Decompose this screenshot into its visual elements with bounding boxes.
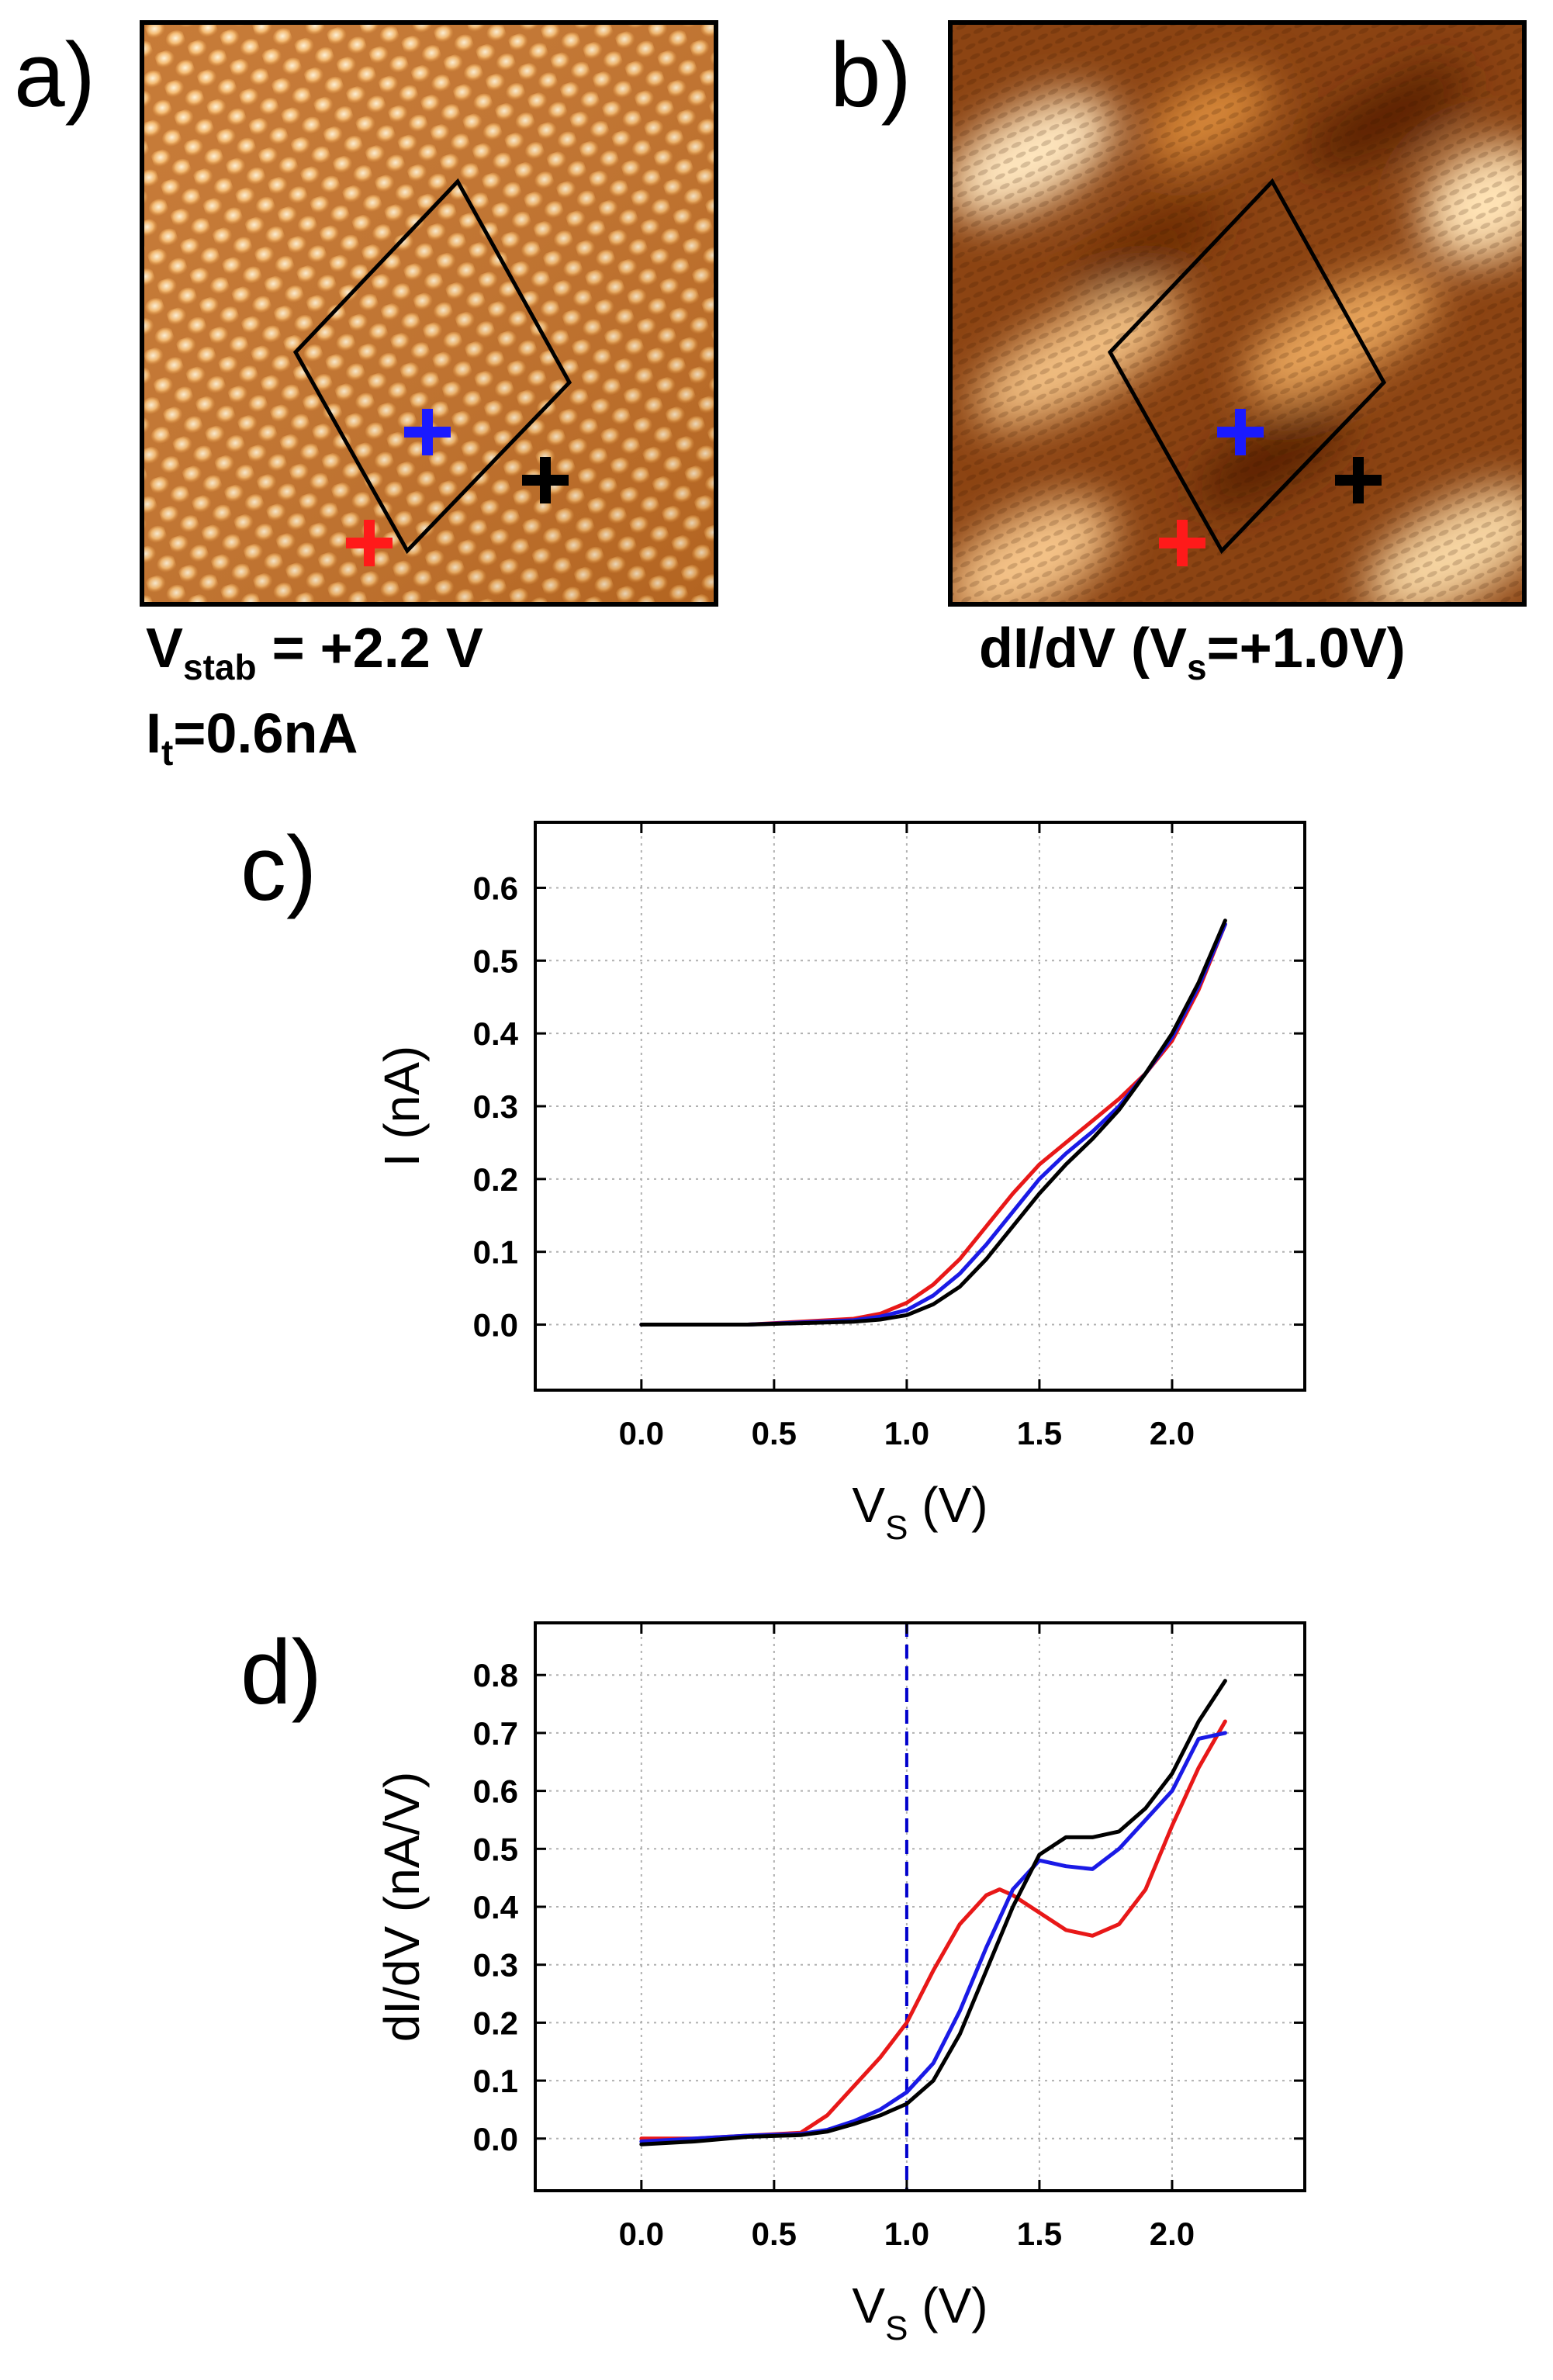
y-axis-label: I (nA): [374, 1046, 430, 1167]
x-axis-label-rest: (V): [908, 2278, 987, 2333]
caption-didv-map: dI/dV (Vs=+1.0V): [979, 621, 1406, 685]
x-tick-label: 0.5: [752, 1415, 797, 1451]
y-tick-label: 0.1: [473, 1234, 518, 1271]
caption-v-sub: stab: [183, 647, 257, 688]
panel-a-label: a): [14, 24, 95, 126]
black-cross-marker-b: [1335, 457, 1382, 503]
x-tick-label: 0.5: [752, 2216, 797, 2252]
y-tick-label: 0.3: [473, 1088, 518, 1125]
panel-a-markers: [346, 409, 569, 566]
panel-d-label: d): [240, 1621, 322, 1724]
caption-v-main: V: [146, 617, 184, 680]
caption-i-rest: =0.6nA: [173, 703, 358, 765]
panel-b-label: b): [830, 24, 911, 126]
y-axis-label: dI/dV (nA/V): [374, 1772, 430, 2043]
blue-cross-marker-b: [1217, 409, 1264, 455]
unit-cell-outline-didv: [1107, 178, 1387, 555]
caption-tunneling-current: It=0.6nA: [146, 703, 358, 770]
series-red-line: [639, 1719, 1227, 2141]
x-axis-label-sub: S: [885, 2309, 908, 2347]
y-tick-label: 0.2: [473, 2005, 518, 2041]
caption-stabilization-voltage: Vstab = +2.2 V: [146, 621, 483, 685]
x-axis-label-main: V: [852, 2278, 885, 2333]
panel-b-markers: [1159, 409, 1382, 566]
x-tick-label: 1.5: [1017, 1415, 1062, 1451]
y-tick-label: 0.0: [473, 1307, 518, 1344]
x-axis-label-sub: S: [885, 1509, 908, 1547]
red-cross-marker: [346, 520, 393, 566]
series-black-line: [639, 1679, 1227, 2146]
caption-i-sub: t: [161, 732, 174, 773]
y-tick-label: 0.5: [473, 943, 518, 979]
y-tick-label: 0.6: [473, 1773, 518, 1810]
stm-didv-map-svg: [953, 25, 1522, 602]
stm-topography-image: [140, 20, 718, 607]
blue-cross-marker: [404, 409, 451, 455]
y-tick-label: 0.2: [473, 1161, 518, 1198]
chart-iv-curves: 0.0 0.5 1.0 1.5 2.0 0.0 0.1 0.2 0.3 0.4 0.5 0.6 VS (…: [240, 818, 1306, 1547]
chart-didv-curves: 0.0 0.5 1.0 1.5 2.0 0.0 0.1 0.2 0.3 0.4 0.5 0.6 0.7 0…: [240, 1621, 1306, 2347]
y-tick-label: 0.1: [473, 2063, 518, 2099]
red-cross-marker-b: [1159, 520, 1205, 566]
series-blue-line: [639, 922, 1227, 1327]
x-tick-label: 1.0: [884, 1415, 929, 1451]
panel-c-label: c): [240, 818, 316, 920]
x-tick-label: 1.0: [884, 2216, 929, 2252]
y-tick-label: 0.6: [473, 870, 518, 906]
stm-didv-map-image: [948, 20, 1527, 607]
x-tick-label: 1.5: [1017, 2216, 1062, 2252]
x-tick-label: 0.0: [619, 2216, 664, 2252]
x-axis-label: VS (V): [852, 2278, 987, 2347]
caption-didv-sub: s: [1187, 647, 1207, 688]
caption-v-rest: = +2.2 V: [256, 617, 483, 680]
x-axis-label-main: V: [852, 1477, 885, 1533]
caption-i-main: I: [146, 703, 162, 765]
y-tick-label: 0.4: [473, 1015, 519, 1052]
unit-cell-outline: [292, 178, 572, 555]
y-tick-label: 0.8: [473, 1657, 518, 1693]
series-red-line: [639, 922, 1227, 1327]
series-black-line: [639, 918, 1227, 1327]
x-axis-label: VS (V): [852, 1477, 987, 1547]
caption-didv-pre: dI/dV (V: [979, 617, 1187, 680]
x-axis-label-rest: (V): [908, 1477, 987, 1533]
caption-didv-post: =+1.0V): [1206, 617, 1406, 680]
y-tick-label: 0.5: [473, 1831, 518, 1867]
y-tick-label: 0.7: [473, 1715, 518, 1752]
x-tick-label: 0.0: [619, 1415, 664, 1451]
y-tick-label: 0.0: [473, 2121, 518, 2157]
black-cross-marker: [522, 457, 569, 503]
stm-topography-svg: [144, 25, 714, 602]
y-tick-label: 0.3: [473, 1947, 518, 1984]
x-tick-label: 2.0: [1150, 1415, 1195, 1451]
x-tick-label: 2.0: [1150, 2216, 1195, 2252]
y-tick-label: 0.4: [473, 1889, 519, 1925]
